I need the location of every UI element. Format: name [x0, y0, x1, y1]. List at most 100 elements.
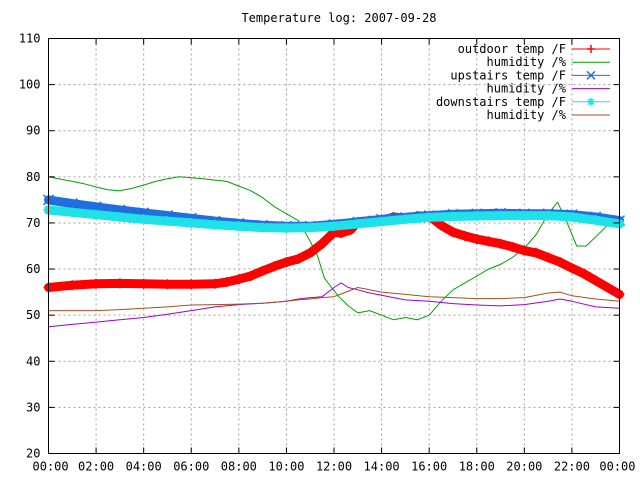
legend-item: outdoor temp /F: [458, 42, 610, 56]
legend-label: outdoor temp /F: [458, 42, 566, 56]
legend-marker: [587, 97, 595, 106]
x-tick-label: 06:00: [173, 460, 209, 474]
data-point: [352, 218, 363, 229]
data-point: [233, 221, 244, 232]
y-tick-label: 110: [19, 32, 41, 46]
legend-item: humidity /%: [487, 82, 610, 96]
chart-title: Temperature log: 2007-09-28: [241, 11, 436, 25]
data-point: [400, 214, 411, 225]
legend-item: downstairs temp /F: [436, 95, 610, 109]
data-point: [305, 222, 316, 233]
data-point: [269, 261, 280, 272]
x-tick-label: 00:00: [33, 460, 69, 474]
data-point: [91, 209, 102, 220]
data-point: [459, 230, 470, 241]
data-point: [578, 268, 589, 279]
legend-item: humidity /%: [487, 108, 610, 122]
series-humidity-5: [48, 287, 620, 312]
data-point: [566, 211, 577, 222]
data-point: [138, 278, 149, 289]
y-tick-label: 90: [26, 124, 40, 138]
y-tick-label: 20: [26, 447, 40, 461]
data-point: [67, 207, 78, 218]
legend-label: humidity /%: [487, 108, 567, 122]
series-line: [48, 176, 620, 321]
data-point: [471, 211, 482, 222]
legend-label: humidity /%: [487, 55, 567, 69]
series-group: [42, 176, 626, 328]
data-point: [114, 278, 125, 289]
legend-item: upstairs temp /F: [450, 68, 610, 82]
legend-marker: [586, 70, 596, 80]
x-tick-label: 08:00: [221, 460, 257, 474]
x-tick-label: 22:00: [554, 460, 590, 474]
data-point: [543, 210, 554, 221]
data-point: [436, 220, 447, 231]
series-line: [48, 287, 620, 312]
data-point: [447, 211, 458, 222]
data-point: [555, 257, 566, 268]
data-point: [424, 212, 435, 223]
data-point: [186, 279, 197, 290]
data-point: [590, 275, 601, 286]
data-point: [281, 223, 292, 234]
data-point: [210, 278, 221, 289]
data-point: [162, 216, 173, 227]
x-tick-label: 14:00: [364, 460, 400, 474]
data-point: [114, 211, 125, 222]
data-point: [329, 221, 339, 232]
y-tick-label: 50: [26, 308, 40, 322]
x-tick-label: 12:00: [316, 460, 352, 474]
x-tick-label: 16:00: [411, 460, 447, 474]
x-tick-label: 02:00: [78, 460, 114, 474]
data-point: [495, 210, 506, 221]
data-point: [162, 279, 173, 290]
data-point: [507, 241, 518, 252]
data-point: [91, 278, 102, 289]
data-point: [602, 282, 613, 293]
y-tick-label: 100: [19, 78, 41, 92]
axis-ticks: 20 30 40 50 60 70 80 90 100 110 00:00 02:00 04:00 06:…: [19, 32, 636, 474]
series-humidity-3: [48, 282, 620, 328]
data-point: [483, 236, 494, 247]
data-point: [324, 231, 335, 242]
legend-label: humidity /%: [487, 82, 567, 96]
data-point: [543, 252, 554, 263]
data-point: [531, 247, 542, 258]
y-tick-label: 60: [26, 262, 40, 276]
data-point: [245, 270, 256, 281]
data-point: [471, 234, 482, 245]
data-point: [257, 222, 268, 233]
data-point: [233, 274, 244, 285]
data-point: [281, 257, 292, 268]
data-point: [376, 216, 387, 227]
x-tick-label: 20:00: [506, 460, 542, 474]
data-point: [495, 238, 506, 249]
x-tick-label: 10:00: [268, 460, 304, 474]
y-tick-label: 40: [26, 354, 40, 368]
legend-label: downstairs temp /F: [436, 95, 566, 109]
series-downstairs-temp-f-4: [43, 205, 625, 234]
series-humidity-1: [48, 176, 620, 321]
x-tick-label: 04:00: [126, 460, 162, 474]
data-point: [519, 210, 530, 221]
data-point: [305, 247, 316, 258]
data-point: [447, 227, 458, 238]
legend-marker: [587, 45, 595, 53]
y-tick-label: 80: [26, 170, 40, 184]
data-point: [257, 265, 268, 276]
series-line: [48, 282, 620, 328]
x-tick-label: 18:00: [459, 460, 495, 474]
y-tick-label: 30: [26, 400, 40, 414]
data-point: [566, 263, 577, 274]
data-point: [186, 217, 197, 228]
y-tick-label: 70: [26, 216, 40, 230]
data-point: [293, 253, 304, 264]
data-point: [66, 198, 78, 210]
data-point: [138, 214, 149, 225]
data-point: [67, 280, 78, 291]
data-point: [519, 245, 530, 256]
x-tick-label: 00:00: [599, 460, 635, 474]
